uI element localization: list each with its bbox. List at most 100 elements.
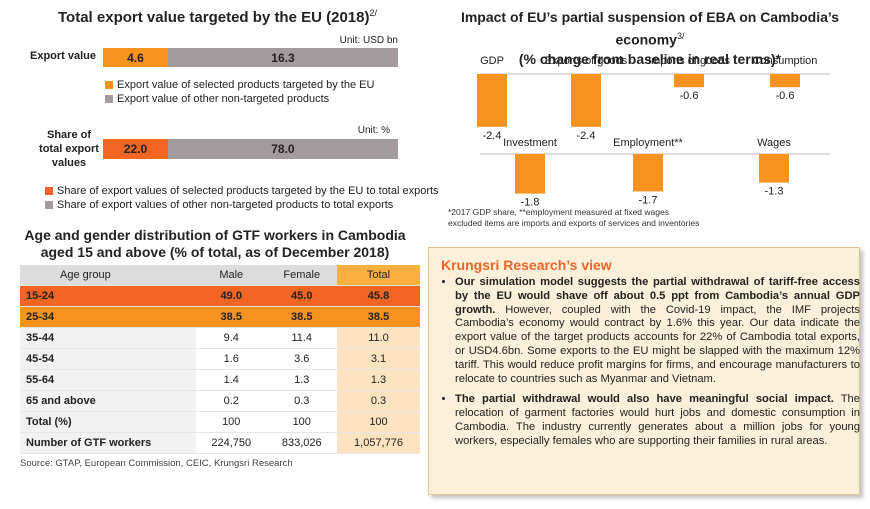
eba-value-label: -1.8 — [521, 197, 540, 208]
gtf-value-cell: 38.5 — [266, 306, 337, 328]
gtf-value-cell: 11.4 — [266, 327, 337, 349]
krungsri-view-box: Krungsri Research’s view Our simulation … — [428, 247, 860, 495]
legend-swatch-grey-2 — [45, 201, 53, 210]
legend-swatch-grey — [105, 95, 113, 104]
gtf-header-male: Male — [196, 265, 267, 286]
eba-bar — [571, 74, 601, 127]
gtf-table-title: Age and gender distribution of GTF worke… — [0, 227, 430, 261]
eba-value-label: -1.3 — [765, 186, 784, 198]
legend-item-share-non-targeted: Share of export values of other non-targ… — [45, 198, 439, 212]
legend-swatch-orange — [105, 81, 113, 90]
gtf-value-cell: 38.5 — [337, 306, 420, 328]
export-value-bar-segment-2: 16.3 — [167, 48, 398, 67]
eba-bar — [770, 74, 800, 88]
gtf-value-cell: 1.4 — [196, 369, 267, 391]
export-chart-title-sup: 2/ — [369, 8, 377, 18]
gtf-value-cell: 49.0 — [196, 285, 267, 307]
eba-value-label: -2.4 — [577, 130, 596, 142]
eba-bar — [674, 74, 704, 88]
share-bar-segment-1: 22.0 — [103, 139, 168, 159]
eba-category-label: Employment** — [613, 137, 683, 149]
gtf-age-group-cell: 45-54 — [20, 348, 196, 370]
eba-footnote-2: excluded items are imports and exports o… — [448, 218, 700, 228]
eba-bar — [633, 154, 663, 192]
gtf-value-cell: 833,026 — [266, 432, 337, 454]
eba-footnotes: *2017 GDP share, **employment measured a… — [448, 207, 699, 229]
gtf-header-row: Age group Male Female Total — [20, 265, 420, 286]
eba-bar — [759, 154, 789, 183]
gtf-title-line1: Age and gender distribution of GTF worke… — [24, 227, 406, 243]
gtf-age-group-cell: 35-44 — [20, 327, 196, 349]
view-bullet-2-text: The relocation of garment factories woul… — [455, 393, 861, 447]
legend-swatch-dark-orange — [45, 187, 53, 196]
eba-category-label: GDP — [480, 55, 504, 67]
share-bar-segment-2: 78.0 — [167, 139, 398, 159]
gtf-header-total: Total — [337, 265, 420, 286]
view-bullet-1: Our simulation model suggests the partia… — [455, 276, 860, 386]
eba-footnote-1: *2017 GDP share, **employment measured a… — [448, 207, 669, 217]
export-legend: Export value of selected products target… — [105, 78, 374, 106]
share-legend: Share of export values of selected produ… — [45, 184, 439, 212]
gtf-value-cell: 1.6 — [196, 348, 267, 370]
view-heading: Krungsri Research’s view — [441, 257, 612, 273]
gtf-title-line2: aged 15 and above (% of total, as of Dec… — [40, 244, 390, 260]
gtf-table-row: 15-24 49.0 45.0 45.8 — [20, 285, 420, 307]
eba-category-label: Imports of goods — [648, 55, 730, 67]
eba-value-label: -2.4 — [483, 130, 502, 142]
share-category: Share of total export values — [39, 129, 99, 169]
export-value-bar: 4.6 16.3 — [103, 48, 398, 67]
eba-category-label: Consumption — [753, 55, 818, 67]
gtf-age-group-cell: 55-64 — [20, 369, 196, 391]
gtf-value-cell: 1,057,776 — [337, 432, 420, 454]
share-unit-label: Unit: % — [357, 125, 390, 136]
eba-title-sup: 3/ — [676, 31, 685, 41]
view-bullets: Our simulation model suggests the partia… — [437, 276, 860, 449]
view-bullet-1-text: However, coupled with the Covid-19 impac… — [455, 303, 860, 385]
eba-bar — [477, 74, 507, 127]
gtf-header-female: Female — [266, 265, 337, 286]
gtf-value-cell: 3.6 — [266, 348, 337, 370]
eba-value-label: -1.7 — [639, 194, 658, 206]
eba-title-line2: (% change from baseline in real terms)* — [518, 50, 782, 67]
gtf-value-cell: 0.3 — [337, 390, 420, 412]
gtf-value-cell: 11.0 — [337, 327, 420, 349]
gtf-value-cell: 100 — [266, 411, 337, 433]
gtf-table-row: Number of GTF workers 224,750 833,026 1,057… — [20, 432, 420, 454]
gtf-value-cell: 0.2 — [196, 390, 267, 412]
gtf-table-row: Total (%) 100 100 100 — [20, 411, 420, 433]
view-bullet-2: The partial withdrawal would also have m… — [455, 393, 860, 448]
gtf-value-cell: 224,750 — [196, 432, 267, 454]
gtf-age-group-cell: Total (%) — [20, 411, 196, 433]
eba-value-label: -0.6 — [680, 90, 699, 102]
gtf-table-row: 35-44 9.4 11.4 11.0 — [20, 327, 420, 349]
gtf-value-cell: 1.3 — [266, 369, 337, 391]
gtf-value-cell: 100 — [196, 411, 267, 433]
gtf-value-cell: 3.1 — [337, 348, 420, 370]
gtf-header-age: Age group — [20, 265, 196, 286]
share-bar: 22.0 78.0 — [103, 139, 398, 159]
gtf-age-group-cell: 65 and above — [20, 390, 196, 412]
gtf-value-cell: 1.3 — [337, 369, 420, 391]
gtf-value-cell: 9.4 — [196, 327, 267, 349]
gtf-table-row: 25-34 38.5 38.5 38.5 — [20, 306, 420, 328]
eba-bar — [515, 154, 545, 194]
export-unit-label: Unit: USD bn — [339, 35, 398, 46]
legend-item-non-targeted: Export value of other non-targeted produ… — [105, 92, 374, 106]
gtf-age-group-cell: 25-34 — [20, 306, 196, 328]
eba-category-label: Investment — [503, 137, 557, 149]
legend-item-targeted: Export value of selected products target… — [105, 78, 374, 92]
eba-category-label: Exports of goods — [545, 55, 628, 67]
eba-category-label: Wages — [757, 137, 791, 149]
export-value-bar-segment-1: 4.6 — [103, 48, 168, 67]
gtf-table-row: 55-64 1.4 1.3 1.3 — [20, 369, 420, 391]
eba-chart-title: Impact of EU’s partial suspension of EBA… — [440, 8, 860, 69]
eba-value-label: -0.6 — [776, 90, 795, 102]
gtf-value-cell: 45.0 — [266, 285, 337, 307]
gtf-table-row: 65 and above 0.2 0.3 0.3 — [20, 390, 420, 412]
eba-bar-chart: GDP -2.4 Exports of goods -2.4 Imports of go… — [477, 55, 830, 208]
legend-item-share-targeted: Share of export values of selected produ… — [45, 184, 439, 198]
view-bullet-1-bold: Our simulation model suggests the partia… — [455, 276, 860, 316]
gtf-value-cell: 45.8 — [337, 285, 420, 307]
gtf-source: Source: GTAP, European Commission, CEIC,… — [20, 458, 293, 469]
gtf-value-cell: 38.5 — [196, 306, 267, 328]
